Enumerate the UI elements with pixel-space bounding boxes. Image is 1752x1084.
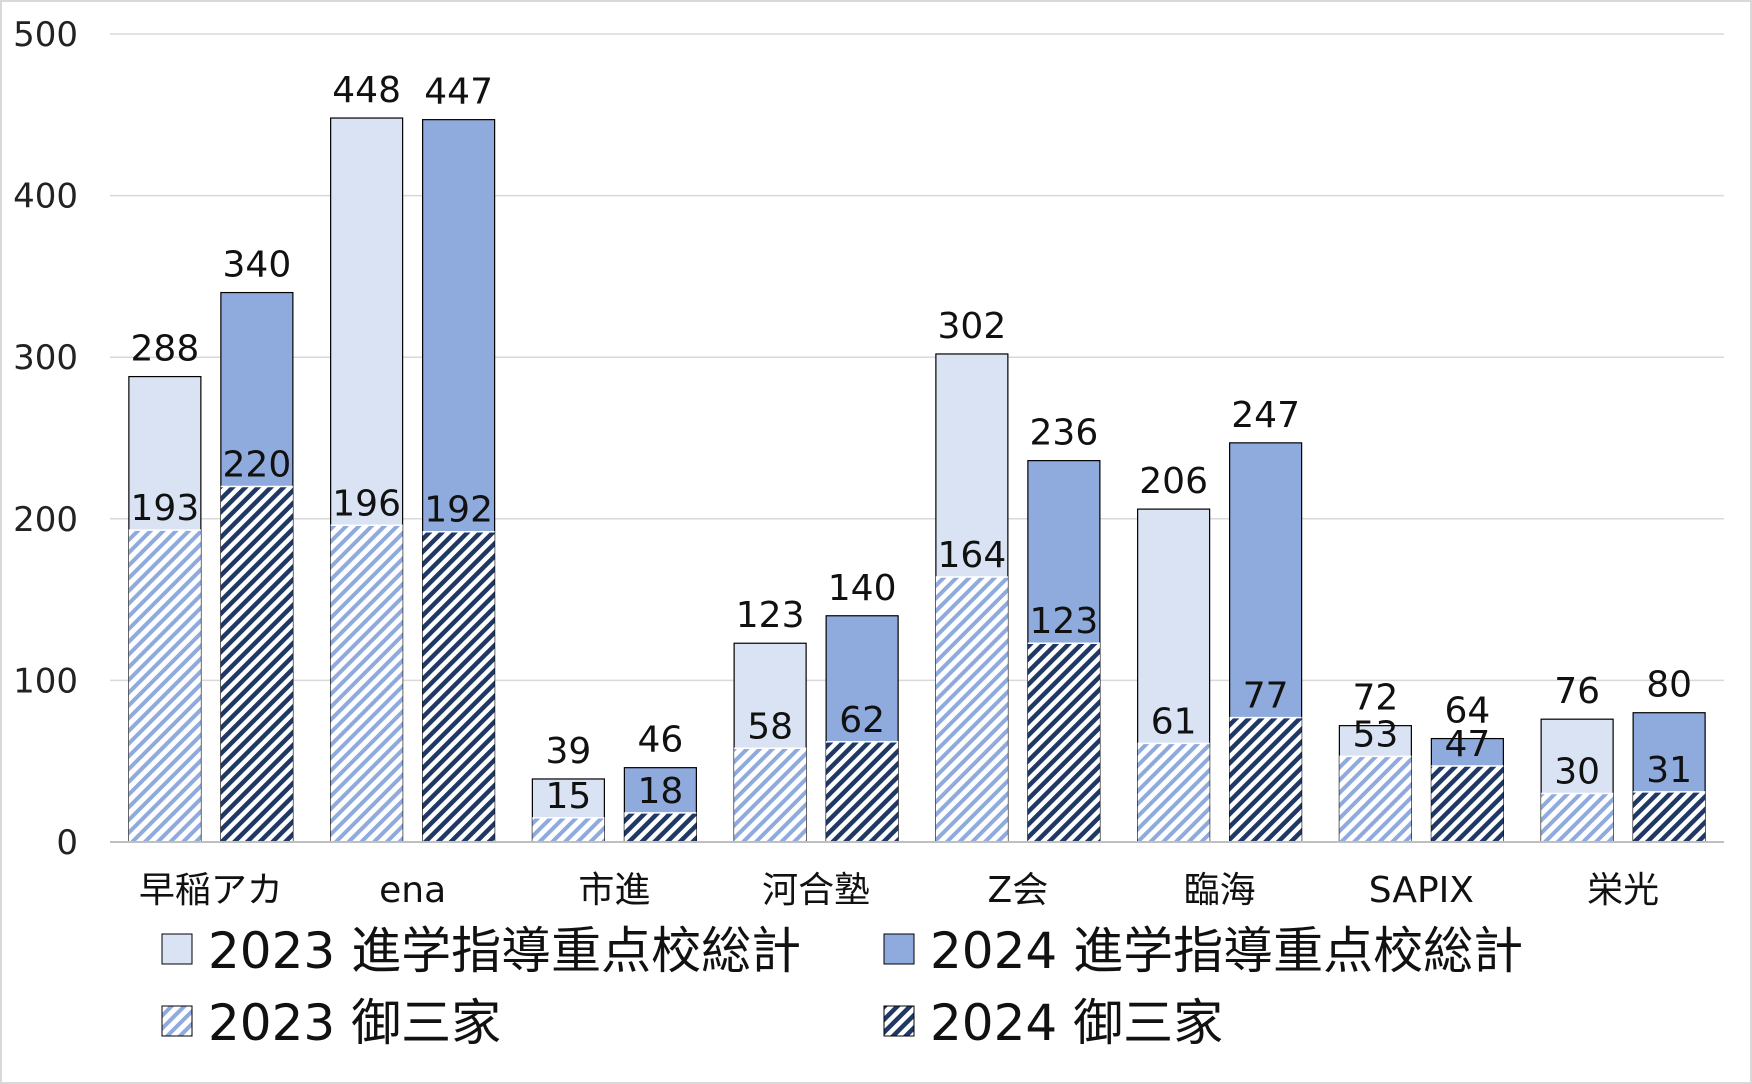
bar-gosanke-2024 [422, 531, 495, 842]
data-label-total-2023: 448 [332, 70, 401, 111]
data-label-gosanke-2024: 77 [1243, 676, 1289, 717]
x-category-label: 早稲アカ [139, 870, 283, 911]
bar-gosanke-2023 [1339, 756, 1412, 842]
data-label-gosanke-2024: 47 [1444, 724, 1490, 765]
data-label-total-2023: 302 [938, 306, 1007, 347]
data-label-total-2024: 236 [1030, 413, 1099, 454]
bar-gosanke-2023 [734, 748, 807, 842]
bar-gosanke-2023 [532, 817, 605, 842]
data-label-total-2024: 247 [1231, 395, 1300, 436]
data-label-gosanke-2023: 15 [545, 776, 591, 817]
data-label-gosanke-2023: 30 [1554, 752, 1600, 793]
data-label-total-2023: 39 [545, 731, 591, 772]
data-label-gosanke-2024: 62 [839, 700, 885, 741]
axes: 0 100 200 300 400 500 早稲アカ ena 市進 河合塾 Z会 臨海 SAPIX 栄光 [13, 15, 1724, 911]
y-tick-label: 0 [56, 823, 78, 863]
data-label-gosanke-2024: 192 [424, 490, 493, 531]
data-label-total-2023: 206 [1139, 461, 1208, 502]
legend-swatch [161, 933, 193, 965]
x-category-label: Z会 [988, 870, 1049, 911]
data-label-total-2024: 64 [1444, 691, 1490, 732]
x-category-label: SAPIX [1369, 870, 1474, 911]
data-label-total-2023: 76 [1554, 671, 1600, 712]
data-label-total-2024: 46 [637, 720, 683, 761]
data-label-total-2024: 140 [828, 568, 897, 609]
data-label-gosanke-2024: 123 [1030, 601, 1099, 642]
bar-gosanke-2024 [1431, 766, 1504, 842]
legend-label: 2023 進学指導重点校総計 [208, 922, 801, 980]
data-label-total-2024: 80 [1646, 665, 1692, 706]
legend-swatch [883, 933, 915, 965]
bar-gosanke-2024 [1229, 717, 1302, 842]
data-label-gosanke-2024: 31 [1646, 750, 1692, 791]
bar-gosanke-2024 [220, 486, 293, 842]
data-label-gosanke-2024: 220 [223, 444, 292, 485]
legend: 2023 進学指導重点校総計 2024 進学指導重点校総計 2023 御三家 2024… [161, 922, 1523, 1052]
data-label-gosanke-2023: 193 [131, 488, 200, 529]
data-label-total-2023: 72 [1352, 678, 1398, 719]
data-label-gosanke-2023: 61 [1151, 701, 1197, 742]
y-tick-label: 300 [13, 338, 78, 378]
data-label-gosanke-2023: 196 [332, 483, 401, 524]
data-label-gosanke-2023: 53 [1352, 714, 1398, 755]
bar-gosanke-2023 [330, 525, 403, 842]
bar-gosanke-2024 [624, 812, 697, 842]
bar-gosanke-2023 [1137, 743, 1210, 842]
bar-gosanke-2024 [826, 741, 899, 842]
legend-label: 2023 御三家 [208, 994, 501, 1052]
bar-gosanke-2023 [128, 530, 201, 842]
legend-label: 2024 進学指導重点校総計 [930, 922, 1523, 980]
legend-swatch [161, 1005, 193, 1037]
data-label-gosanke-2023: 164 [938, 535, 1007, 576]
x-category-label: 市進 [578, 870, 650, 911]
data-label-gosanke-2023: 58 [747, 706, 793, 747]
legend-swatch [883, 1005, 915, 1037]
bar-gosanke-2023 [1541, 793, 1614, 842]
data-label-total-2023: 123 [736, 595, 805, 636]
x-category-label: 河合塾 [762, 870, 870, 911]
bars [128, 117, 1706, 843]
y-tick-label: 400 [13, 177, 78, 217]
x-category-label: 栄光 [1587, 870, 1659, 911]
x-category-label: ena [379, 870, 446, 911]
y-tick-label: 200 [13, 500, 78, 540]
y-tick-label: 500 [13, 15, 78, 55]
data-label-total-2024: 340 [223, 245, 292, 286]
data-label-total-2023: 288 [131, 329, 200, 370]
bar-gosanke-2023 [935, 576, 1008, 842]
bar-gosanke-2024 [1027, 643, 1100, 842]
legend-label: 2024 御三家 [930, 994, 1223, 1052]
x-category-label: 臨海 [1184, 870, 1256, 911]
bar-gosanke-2024 [1633, 791, 1706, 842]
data-label-total-2024: 447 [424, 72, 493, 113]
data-label-gosanke-2024: 18 [637, 771, 683, 812]
y-tick-label: 100 [13, 661, 78, 701]
